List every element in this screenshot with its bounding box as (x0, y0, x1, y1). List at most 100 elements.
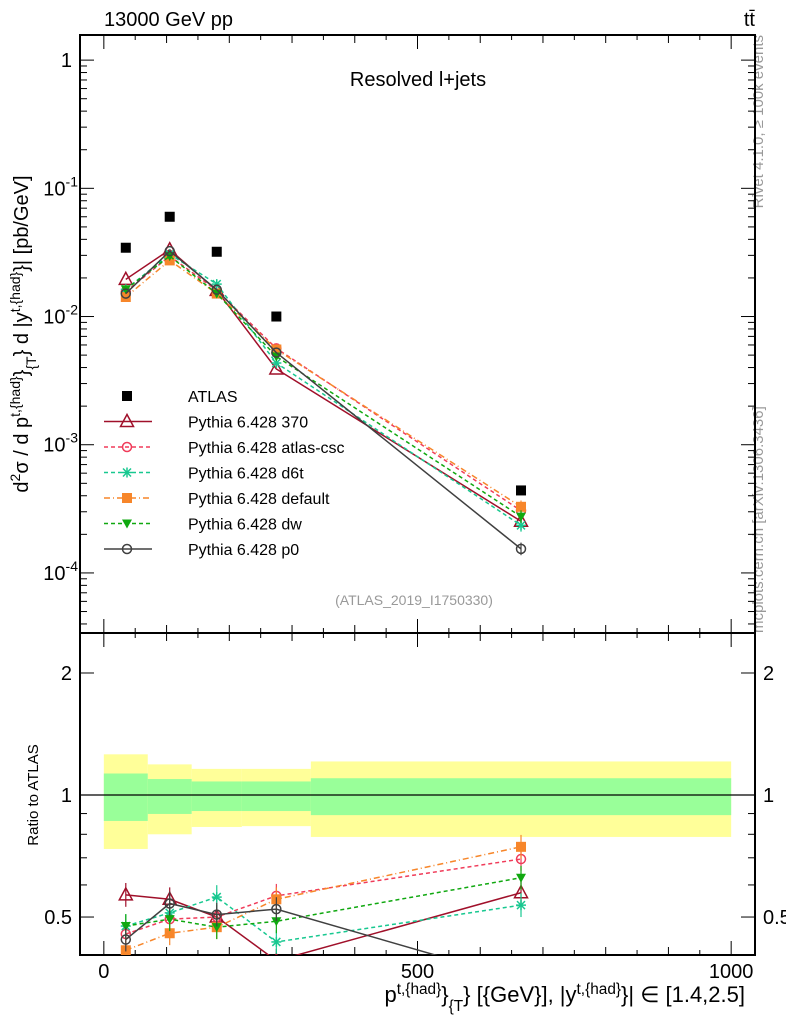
legend-marker (122, 467, 132, 478)
ratio-y-tick-label-right: 0.5 (763, 907, 786, 929)
ratio-y-tick-label-right: 1 (763, 785, 774, 807)
main-point-pythia-6-428-default (516, 501, 527, 512)
ratio-point-pythia-6-428-p0 (164, 898, 175, 909)
star-stroke (271, 358, 281, 368)
legend-label: ATLAS (188, 389, 238, 406)
main-line-pythia-6-428-dw (125, 255, 522, 518)
y-tick-label: 10-1 (43, 173, 78, 200)
main-line-pythia-6-428-p0 (125, 250, 522, 550)
main-line-pythia-6-428-default (125, 259, 522, 508)
ratio-band-inner (191, 781, 242, 812)
legend-label: Pythia 6.428 dw (188, 517, 302, 534)
ratio-band-inner (310, 778, 732, 816)
ratio-y-tick-label-right: 2 (763, 663, 774, 685)
main-point-pythia-6-428-d6t (516, 520, 527, 531)
y-tick-label: 10-4 (43, 558, 78, 585)
ratio-point-pythia-6-428-default (516, 841, 527, 852)
ratio-point-pythia-6-428-dw (164, 915, 175, 925)
analysis-label: (ATLAS_2019_I1750330) (335, 592, 493, 608)
ratio-xlabel: pt,{had}}{T} [{GeV}], |yt,{had}}| ∈ [1.4… (385, 981, 746, 1015)
legend-label: Pythia 6.428 default (188, 491, 330, 508)
y-tick-label: 10-3 (43, 430, 78, 457)
ratio-point-pythia-6-428-d6t (271, 936, 282, 947)
ratio-y-tick-label: 0.5 (44, 907, 72, 929)
side-label-bottom: mcplots.cern.ch [arXiv:1306.3436] (750, 406, 767, 633)
legend-label: Pythia 6.428 p0 (188, 542, 299, 559)
legend-label: Pythia 6.428 d6t (188, 466, 304, 483)
legend-entry-pythia-6-428-dw: Pythia 6.428 dw (104, 517, 302, 534)
ratio-point-pythia-6-428-d6t (516, 900, 527, 911)
legend-label: Pythia 6.428 370 (188, 415, 308, 432)
ratio-point-pythia-6-428-d6t (211, 892, 222, 903)
main-point-pythia-6-428-370 (268, 360, 285, 375)
main-frame (79, 34, 756, 634)
main-point-atlas (211, 246, 222, 257)
ratio-point-pythia-6-428-dw (516, 873, 527, 883)
ratio-series-layer (118, 834, 529, 955)
star-stroke (271, 937, 281, 947)
ratio-band-inner (103, 773, 148, 821)
ratio-line-pythia-6-428-dw (125, 877, 522, 928)
star-stroke (212, 892, 222, 902)
star-stroke (516, 520, 526, 530)
legend-entry-pythia-6-428-p0: Pythia 6.428 p0 (104, 542, 299, 559)
legend-marker (119, 412, 135, 428)
star-stroke (122, 467, 132, 478)
y-tick-label: 10-2 (43, 302, 78, 329)
main-point-pythia-6-428-370 (118, 270, 134, 286)
ratio-band-inner (241, 781, 311, 812)
ratio-band-inner (147, 779, 192, 814)
main-point-atlas (516, 485, 527, 496)
legend-label: Pythia 6.428 atlas-csc (188, 440, 345, 457)
legend-marker (121, 441, 133, 453)
ratio-point-pythia-6-428-p0 (120, 934, 132, 945)
side-label-top: Rivet 4.1.0, ≥ 100k events (750, 35, 767, 208)
legend-marker (121, 543, 133, 555)
main-point-atlas (164, 211, 175, 222)
ratio-point-pythia-6-428-p0 (211, 909, 223, 920)
main-line-pythia-6-428-370 (125, 248, 522, 522)
legend-marker (122, 493, 132, 503)
main-line-pythia-6-428-atlas-csc (125, 255, 522, 512)
legend-entry-pythia-6-428-d6t: Pythia 6.428 d6t (104, 466, 304, 483)
ratio-point-pythia-6-428-default (164, 928, 175, 939)
legend-entry-atlas: ATLAS (122, 389, 238, 406)
plot-title: Resolved l+jets (350, 69, 486, 91)
main-series-layer (118, 211, 529, 556)
main-point-pythia-6-428-p0 (271, 347, 282, 358)
ratio-point-pythia-6-428-370 (118, 886, 134, 901)
main-point-atlas (120, 242, 131, 253)
x-tick-label: 1000 (709, 961, 754, 983)
main-point-pythia-6-428-dw (516, 512, 527, 522)
x-tick-label: 0 (98, 961, 109, 983)
ratio-point-pythia-6-428-dw (120, 922, 131, 932)
main-point-pythia-6-428-p0 (164, 245, 175, 257)
y-tick-label: 1 (61, 50, 72, 72)
process-label: tt̄ (744, 9, 756, 31)
legend-marker (122, 519, 132, 529)
legend-entry-pythia-6-428-atlas-csc: Pythia 6.428 atlas-csc (104, 440, 345, 457)
ratio-point-pythia-6-428-dw (211, 923, 222, 933)
ratio-line-pythia-6-428-p0 (125, 902, 438, 955)
ratio-y-tick-label: 2 (61, 663, 72, 685)
main-point-pythia-6-428-p0 (515, 543, 527, 555)
main-point-pythia-6-428-p0 (211, 284, 223, 295)
legend-marker (122, 391, 132, 401)
ratio-y-tick-label: 1 (61, 785, 72, 807)
ratio-line-pythia-6-428-d6t (125, 896, 522, 943)
main-point-pythia-6-428-p0 (120, 288, 132, 299)
ratio-point-pythia-6-428-p0 (271, 903, 282, 915)
x-tick-label: 500 (401, 961, 434, 983)
main-point-atlas (271, 311, 282, 322)
main-point-pythia-6-428-default (271, 344, 282, 355)
ratio-ylabel: Ratio to ATLAS (25, 744, 42, 845)
legend-entry-pythia-6-428-370: Pythia 6.428 370 (104, 412, 308, 432)
main-ylabel: d2σ / d pt,{had}}{T} d |yt,{had}}| [pb/G… (7, 175, 39, 492)
main-point-pythia-6-428-default (120, 292, 131, 303)
star-stroke (516, 900, 526, 910)
main-point-pythia-6-428-d6t (271, 357, 282, 368)
legend-entry-pythia-6-428-default: Pythia 6.428 default (104, 491, 330, 508)
ratio-point-pythia-6-428-dw (271, 917, 282, 927)
energy-label: 13000 GeV pp (104, 9, 233, 31)
